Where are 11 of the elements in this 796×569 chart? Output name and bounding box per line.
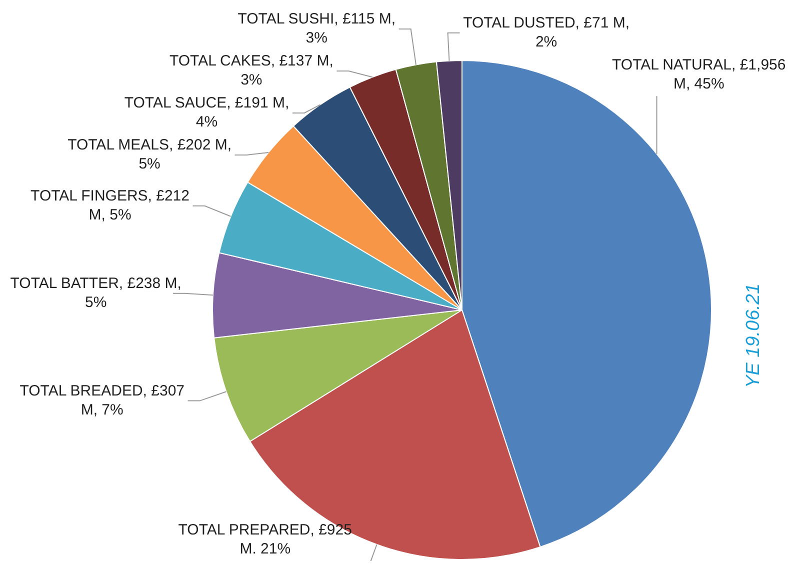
slice-label: TOTAL SAUCE, £191 M, 4% (124, 94, 290, 131)
slice-label: TOTAL DUSTED, £71 M, 2% (463, 14, 630, 51)
slice-label: TOTAL CAKES, £137 M, 3% (169, 52, 334, 89)
slice-label: TOTAL PREPARED, £925 M. 21% (178, 522, 352, 558)
slice-label: TOTAL MEALS, £202 M, 5% (68, 136, 232, 173)
slice-label: TOTAL SUSHI, £115 M, 3% (238, 10, 396, 47)
slice-label: TOTAL BREADED, £307 M, 7% (20, 382, 184, 418)
slice-label: TOTAL NATURAL, £1,956 M, 45% (612, 56, 786, 93)
slice-label: TOTAL FINGERS, £212 M, 5% (30, 188, 190, 224)
text: YE 19.06.21 (743, 283, 765, 388)
slice-label: TOTAL BATTER, £238 M, 5% (10, 275, 182, 312)
